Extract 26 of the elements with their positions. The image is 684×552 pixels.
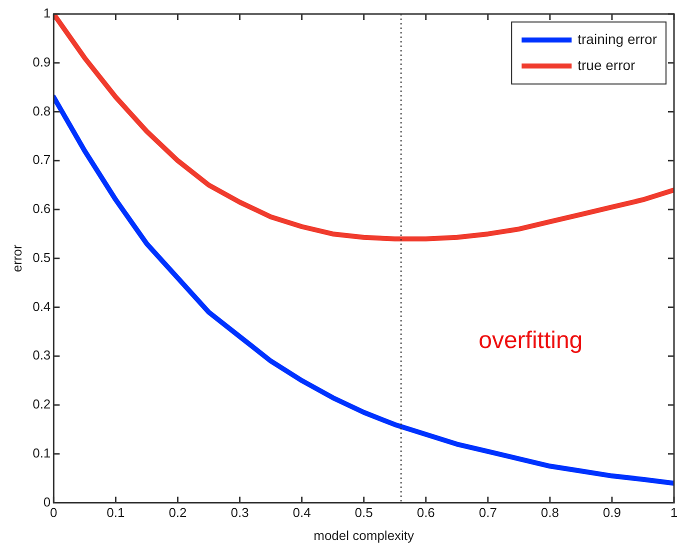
y-tick-label: 1 (43, 6, 51, 21)
x-tick-label: 0.9 (602, 505, 622, 520)
y-tick-label: 0 (43, 494, 51, 510)
y-tick-label: 0.8 (32, 103, 51, 118)
x-tick-label: 0.2 (168, 505, 187, 520)
x-tick-label: 0.3 (230, 505, 249, 520)
y-tick-label: 0.9 (32, 54, 51, 70)
x-tick-label: 0.5 (354, 505, 373, 520)
y-axis-title: error (9, 244, 24, 272)
x-axis-title: model complexity (314, 528, 415, 543)
x-tick-label: 1 (670, 505, 678, 520)
x-tick-label: 0.6 (416, 505, 435, 520)
x-tick-label: 0.8 (540, 505, 559, 520)
y-tick-label: 0.5 (32, 250, 51, 265)
y-tick-label: 0.3 (32, 348, 51, 363)
annotation: overfitting (478, 327, 583, 354)
y-tick-label: 0.2 (32, 396, 51, 412)
x-tick-label: 0.7 (478, 505, 497, 520)
x-tick-label: 0.1 (106, 505, 125, 520)
y-tick-label: 0.7 (32, 152, 51, 168)
y-tick-label: 0.6 (32, 201, 51, 216)
legend-label: true error (578, 56, 636, 73)
y-tick-label: 0.4 (32, 298, 51, 314)
legend-label: training error (578, 30, 658, 47)
x-tick-label: 0.4 (292, 505, 311, 520)
y-tick-label: 0.1 (32, 446, 51, 460)
